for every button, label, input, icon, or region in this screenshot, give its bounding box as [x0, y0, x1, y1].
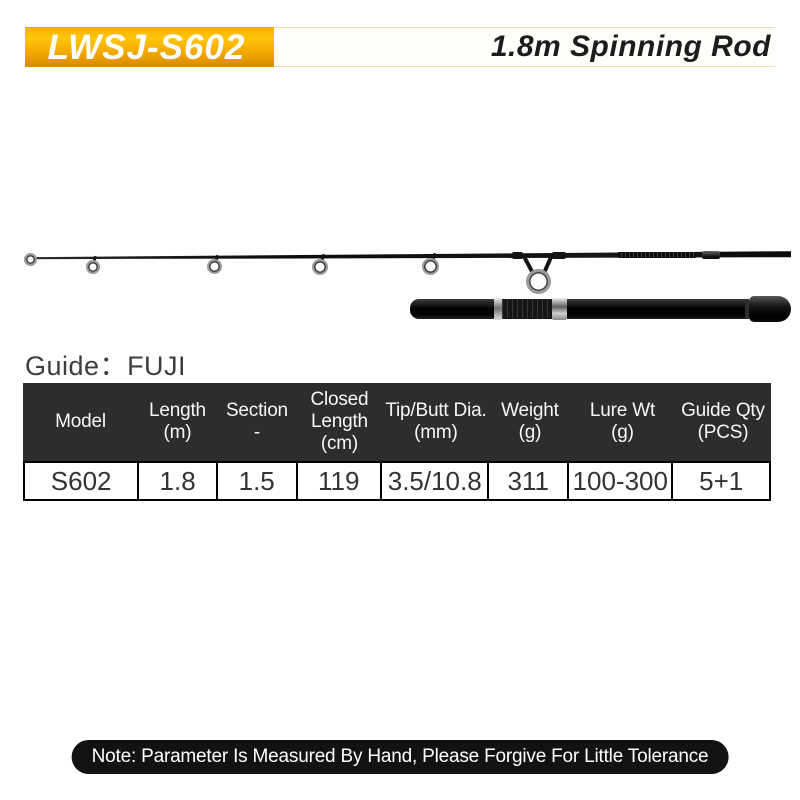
handle-groove	[745, 299, 749, 319]
product-title: 1.8m Spinning Rod	[490, 30, 771, 63]
rod-cross-wrap	[618, 252, 696, 258]
col-header-lure-wt: Lure Wt (g)	[589, 400, 656, 443]
header-banner: LWSJ-S602 1.8m Spinning Rod	[25, 27, 775, 67]
tolerance-note-text: Note: Parameter Is Measured By Hand, Ple…	[91, 746, 709, 767]
fore-grip	[410, 299, 495, 319]
cell-length: 1.8	[139, 463, 218, 499]
col-header-weight: Weight (g)	[501, 400, 559, 443]
guide-brand-prefix: Guide：	[25, 351, 128, 381]
cell-closed-length: 119	[298, 463, 383, 499]
col-header-tip-butt-dia: Tip/Butt Dia. (mm)	[385, 400, 487, 443]
cell-model: S602	[25, 463, 140, 499]
guide-brand-label: Guide：FUJI	[25, 344, 186, 383]
cell-guide-qty: 5+1	[699, 465, 744, 496]
cell-weight: 311	[489, 463, 570, 499]
spec-table: Model Length (m) Section - Closed Length…	[23, 383, 771, 501]
guide-brand-value: FUJI	[127, 351, 187, 381]
col-header-closed-length: Closed Length (cm)	[310, 389, 369, 454]
spec-table-data-row: S602 1.8 1.5 119 3.5/10.8 311 100-300 5+…	[23, 461, 771, 501]
reel-seat-ring	[494, 298, 502, 320]
tolerance-note: Note: Parameter Is Measured By Hand, Ple…	[71, 740, 729, 774]
rear-grip	[567, 299, 745, 319]
rod-blank	[25, 251, 791, 260]
cell-section: 1.5	[218, 463, 298, 499]
rod-handle	[410, 296, 791, 322]
rod-ferrule	[702, 251, 720, 259]
model-badge-label: LWSJ-S602	[47, 27, 246, 67]
col-header-length: Length (m)	[148, 400, 206, 443]
model-badge: LWSJ-S602	[25, 27, 274, 67]
reel-seat-hood	[552, 298, 567, 320]
col-header-section: Section -	[225, 400, 288, 443]
spec-table-header-row: Model Length (m) Section - Closed Length…	[23, 383, 771, 461]
butt-cap	[749, 296, 791, 322]
reel-seat	[502, 299, 552, 319]
cell-lure-wt: 100-300	[569, 463, 674, 499]
col-header-model: Model	[55, 411, 106, 433]
cell-tip-butt-dia: 3.5/10.8	[382, 463, 490, 499]
col-header-guide-qty: Guide Qty (PCS)	[681, 400, 765, 443]
